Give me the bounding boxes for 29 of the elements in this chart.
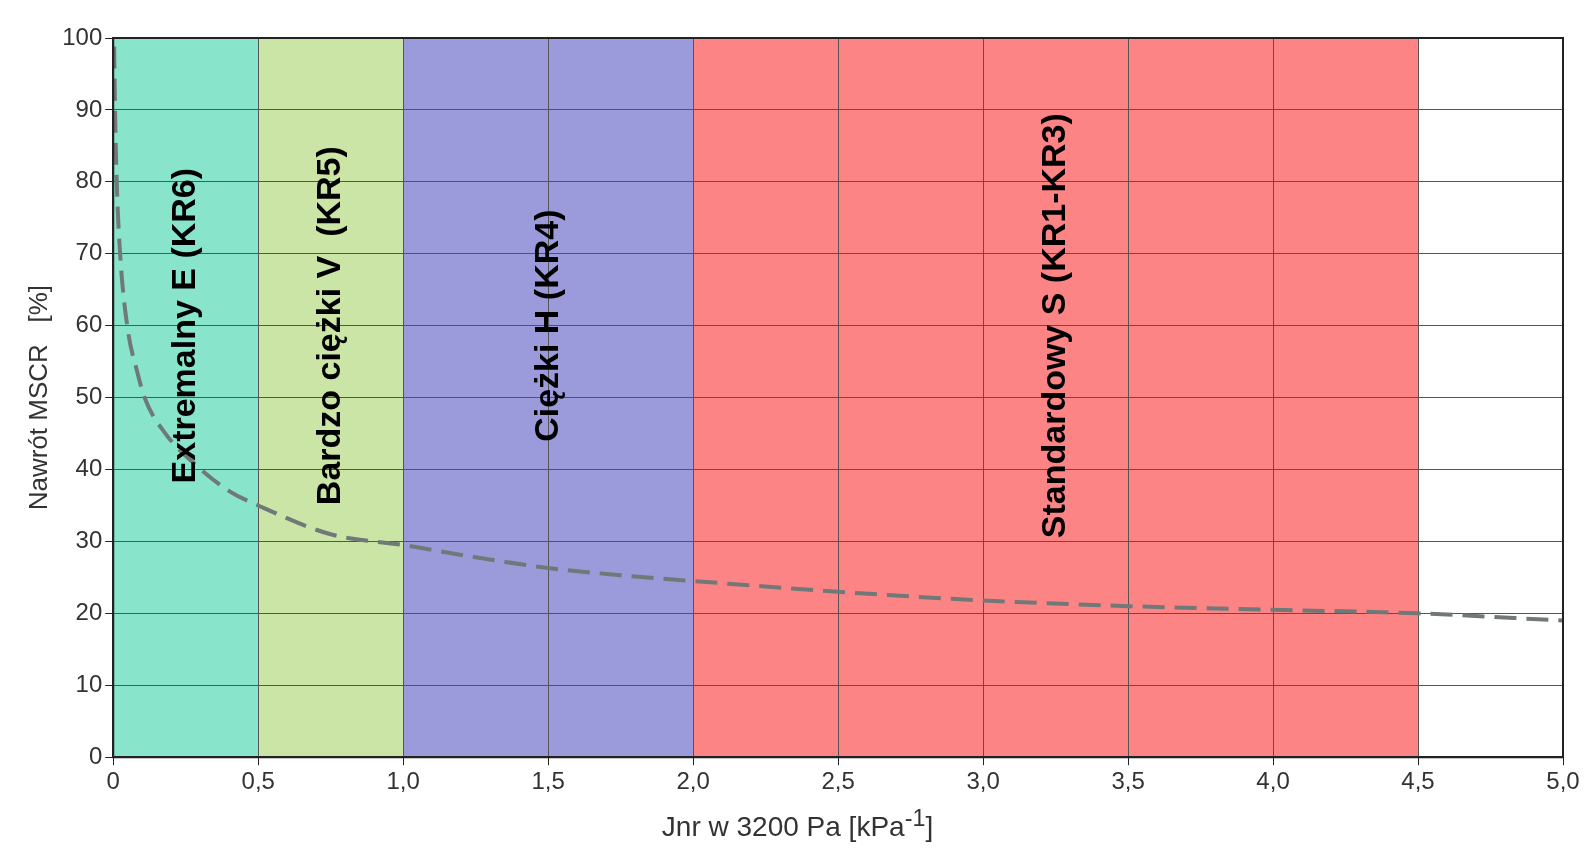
y-tick-label: 100 bbox=[62, 22, 103, 50]
x-tick-label: 0 bbox=[106, 767, 120, 795]
y-tick-label: 50 bbox=[75, 382, 103, 410]
x-tick-label: 1,5 bbox=[531, 767, 565, 795]
x-tick-label: 3,5 bbox=[1111, 767, 1145, 795]
y-tick-label: 90 bbox=[75, 94, 103, 122]
y-axis-title: Nawrót MSCR [%] bbox=[22, 284, 53, 511]
band-label: Standardowy S (KR1-KR3) bbox=[1033, 113, 1072, 539]
y-tick-label: 70 bbox=[75, 238, 103, 266]
y-tick-label: 40 bbox=[75, 454, 103, 482]
x-tick-label: 4,5 bbox=[1401, 767, 1435, 795]
x-tick-label: 0,5 bbox=[241, 767, 275, 795]
x-axis-title: Jnr w 3200 Pa [kPa$^{-1}$] bbox=[660, 805, 935, 844]
y-tick-label: 60 bbox=[75, 310, 103, 338]
x-tick-label: 2,5 bbox=[821, 767, 855, 795]
line-series bbox=[113, 44, 1563, 623]
y-tick-label: 30 bbox=[75, 526, 103, 554]
y-tick-label: 80 bbox=[75, 166, 103, 194]
y-tick-label: 20 bbox=[75, 597, 103, 625]
band-label: Extremalny E (KR6) bbox=[164, 167, 203, 484]
x-tick-label: 1,0 bbox=[386, 767, 420, 795]
band-label: Ciężki H (KR4) bbox=[526, 209, 565, 442]
y-tick-label: 10 bbox=[75, 669, 103, 697]
x-tick-label: 5,0 bbox=[1546, 767, 1580, 795]
x-tick-label: 2,0 bbox=[676, 767, 710, 795]
x-tick-label: 4,0 bbox=[1256, 767, 1290, 795]
band-label: Bardzo ciężki V (KR5) bbox=[309, 146, 348, 506]
y-tick-label: 0 bbox=[88, 741, 103, 769]
x-tick-label: 3,0 bbox=[966, 767, 1000, 795]
